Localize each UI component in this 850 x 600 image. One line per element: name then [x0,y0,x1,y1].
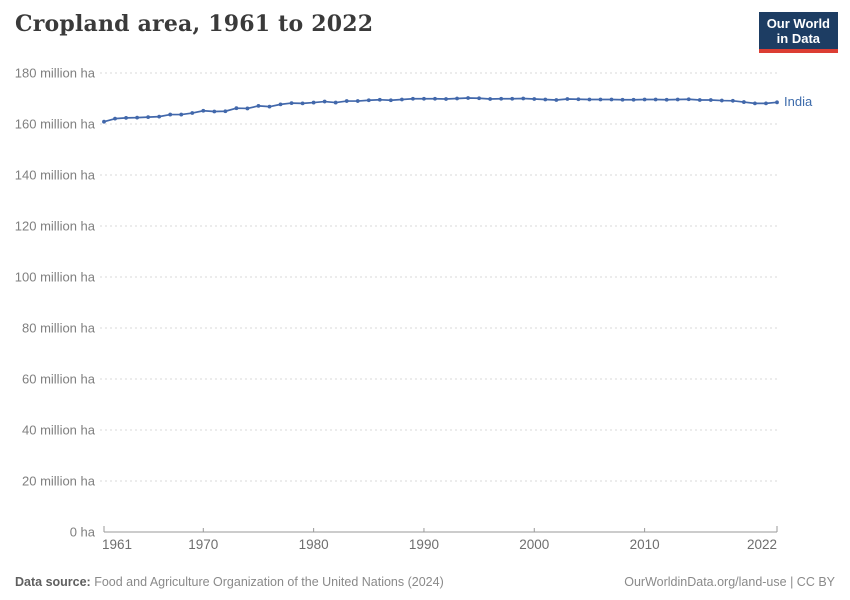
svg-text:0 ha: 0 ha [70,525,96,540]
owid-logo[interactable]: Our World in Data [758,12,838,53]
svg-text:2000: 2000 [519,537,549,552]
svg-text:1970: 1970 [188,537,218,552]
svg-text:100 million ha: 100 million ha [15,270,96,285]
data-source-label: Data source: [15,575,91,589]
svg-text:40 million ha: 40 million ha [22,423,96,438]
data-source-text: Food and Agriculture Organization of the… [94,575,444,589]
chart-title: Cropland area, 1961 to 2022 [15,11,374,37]
footer-credits: OurWorldinData.org/land-use | CC BY [624,575,835,589]
svg-text:1990: 1990 [409,537,439,552]
svg-text:120 million ha: 120 million ha [15,219,96,234]
owid-url-link[interactable]: OurWorldinData.org/land-use [624,575,787,589]
svg-text:80 million ha: 80 million ha [22,321,96,336]
svg-text:1980: 1980 [299,537,329,552]
data-source: Data source: Food and Agriculture Organi… [15,575,444,589]
license-text: CC BY [796,575,835,589]
svg-text:1961: 1961 [102,537,132,552]
svg-text:60 million ha: 60 million ha [22,372,96,387]
svg-text:2022: 2022 [747,537,777,552]
owid-logo-line2: in Data [776,31,821,46]
owid-logo-line1: Our World [766,16,830,31]
chart-footer: Data source: Food and Agriculture Organi… [15,575,835,589]
svg-text:2010: 2010 [630,537,660,552]
svg-text:180 million ha: 180 million ha [15,66,96,81]
svg-text:160 million ha: 160 million ha [15,117,96,132]
svg-text:140 million ha: 140 million ha [15,168,96,183]
series-entity-label[interactable]: India [784,94,813,110]
footer-separator: | [786,575,797,589]
svg-text:20 million ha: 20 million ha [22,474,96,489]
